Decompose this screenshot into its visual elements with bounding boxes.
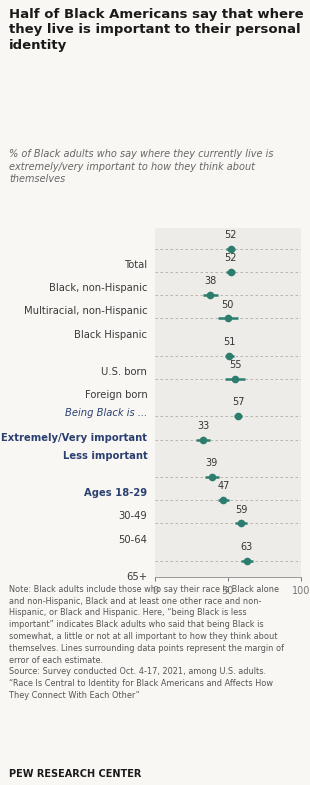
Text: 47: 47 xyxy=(217,481,230,491)
Text: % of Black adults who say where they currently live is
extremely/very important : % of Black adults who say where they cur… xyxy=(9,149,274,184)
Text: 55: 55 xyxy=(229,360,241,371)
Text: Ages 18-29: Ages 18-29 xyxy=(84,488,147,498)
Text: Black, non-Hispanic: Black, non-Hispanic xyxy=(49,283,147,294)
Text: PEW RESEARCH CENTER: PEW RESEARCH CENTER xyxy=(9,769,142,779)
Text: 65+: 65+ xyxy=(126,572,147,582)
Text: Less important: Less important xyxy=(63,451,147,461)
Text: 57: 57 xyxy=(232,397,244,407)
Text: Being Black is ...: Being Black is ... xyxy=(65,408,147,418)
Text: Total: Total xyxy=(124,260,147,270)
Text: Extremely/Very important: Extremely/Very important xyxy=(1,433,147,443)
Text: 50-64: 50-64 xyxy=(118,535,147,545)
Text: Black Hispanic: Black Hispanic xyxy=(74,330,147,340)
Text: 52: 52 xyxy=(224,253,237,263)
Text: 33: 33 xyxy=(197,421,209,431)
Text: 51: 51 xyxy=(223,337,236,347)
Text: 30-49: 30-49 xyxy=(119,511,147,521)
Text: 52: 52 xyxy=(224,230,237,239)
Text: 38: 38 xyxy=(204,276,216,287)
Text: Foreign born: Foreign born xyxy=(85,390,147,400)
Text: Note: Black adults include those who say their race is Black alone
and non-Hispa: Note: Black adults include those who say… xyxy=(9,585,284,700)
Text: U.S. born: U.S. born xyxy=(101,367,147,377)
Text: Multiracial, non-Hispanic: Multiracial, non-Hispanic xyxy=(24,306,147,316)
Text: 50: 50 xyxy=(222,300,234,309)
Text: 39: 39 xyxy=(206,458,218,468)
Text: Half of Black Americans say that where
they live is important to their personal
: Half of Black Americans say that where t… xyxy=(9,8,304,52)
Text: 63: 63 xyxy=(241,542,253,552)
Text: 59: 59 xyxy=(235,505,247,514)
